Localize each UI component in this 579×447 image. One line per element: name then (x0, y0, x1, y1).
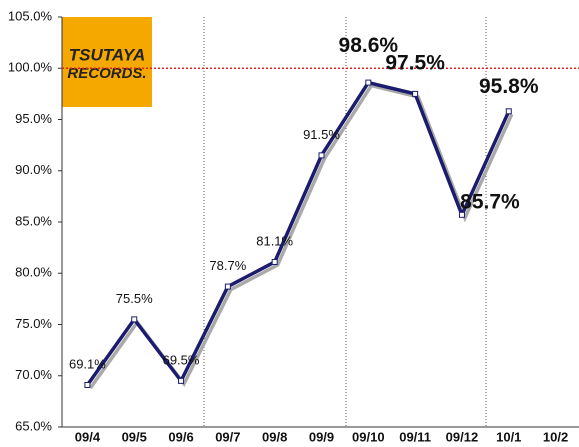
marker (271, 258, 278, 265)
y-tick-label: 70.0% (15, 367, 52, 382)
y-tick-label: 80.0% (15, 265, 52, 280)
x-tick-label: 09/12 (446, 429, 479, 444)
data-label: 78.7% (209, 258, 246, 273)
data-label: 97.5% (385, 51, 445, 74)
marker (318, 152, 325, 159)
y-tick-label: 85.0% (15, 213, 52, 228)
y-tick-label: 90.0% (15, 162, 52, 177)
marker (131, 316, 138, 323)
data-label: 98.6% (339, 34, 399, 57)
marker (365, 79, 372, 86)
data-label: 75.5% (116, 291, 153, 306)
x-tick-label: 10/2 (543, 429, 568, 444)
data-label: 91.5% (303, 127, 340, 142)
data-label: 69.1% (69, 356, 106, 371)
logo-box (62, 17, 152, 107)
x-tick-label: 09/7 (215, 429, 240, 444)
marker (412, 90, 419, 97)
y-tick-label: 75.0% (15, 316, 52, 331)
x-tick-label: 10/1 (496, 429, 521, 444)
marker (178, 377, 185, 384)
y-tick-label: 65.0% (15, 418, 52, 433)
marker (224, 283, 231, 290)
x-tick-label: 09/8 (262, 429, 287, 444)
x-tick-label: 09/11 (399, 429, 431, 444)
data-label: 81.1% (256, 233, 293, 248)
line (85, 80, 511, 386)
data-label: 69.5% (163, 352, 200, 367)
y-tick-label: 95.0% (15, 111, 52, 126)
logo-text: TSUTAYA (69, 45, 146, 64)
x-tick-label: 09/10 (352, 429, 385, 444)
x-tick-label: 09/6 (168, 429, 193, 444)
data-label: 95.8% (479, 75, 539, 98)
y-tick-label: 100.0% (8, 60, 53, 75)
marker (505, 108, 512, 115)
x-tick-label: 09/9 (309, 429, 334, 444)
data-label: 85.7% (460, 190, 520, 213)
marker (458, 211, 465, 218)
x-tick-label: 09/4 (75, 429, 101, 444)
y-tick-label: 105.0% (8, 8, 53, 23)
logo-text: RECORDS. (67, 65, 146, 82)
x-tick-label: 09/5 (122, 429, 147, 444)
marker (84, 381, 91, 388)
